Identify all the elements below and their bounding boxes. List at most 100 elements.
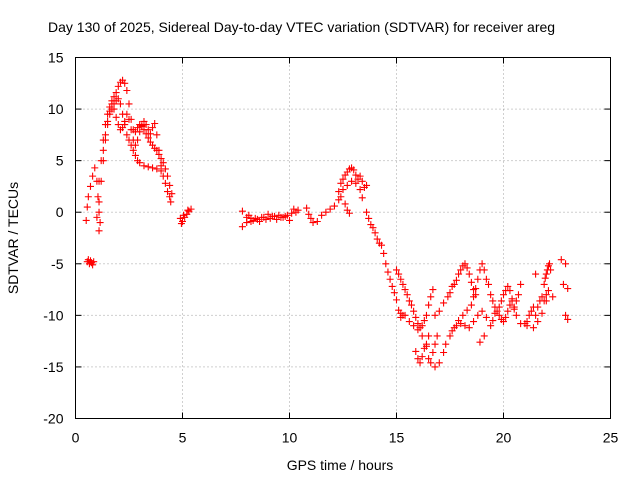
- data-point: [345, 209, 353, 217]
- data-point: [495, 311, 503, 319]
- data-point: [495, 303, 503, 311]
- data-point: [435, 359, 443, 367]
- data-point: [504, 307, 512, 315]
- data-point: [399, 280, 407, 288]
- data-point: [89, 261, 97, 269]
- data-point: [542, 270, 550, 278]
- data-point: [151, 120, 159, 128]
- data-point: [238, 223, 246, 231]
- data-point: [412, 347, 420, 355]
- data-point: [93, 213, 101, 221]
- data-point: [326, 205, 334, 213]
- data-point: [489, 297, 497, 305]
- data-point: [153, 131, 161, 139]
- data-point: [155, 146, 163, 154]
- data-point: [335, 188, 343, 196]
- data-point: [121, 117, 129, 125]
- data-point: [95, 227, 103, 235]
- data-point: [260, 213, 268, 221]
- data-point: [352, 171, 360, 179]
- data-point: [104, 117, 112, 125]
- data-point: [395, 270, 403, 278]
- data-point: [380, 249, 388, 257]
- data-point: [489, 317, 497, 325]
- data-point: [114, 95, 122, 103]
- data-point: [268, 212, 276, 220]
- data-point: [542, 297, 550, 305]
- data-point: [412, 313, 420, 321]
- data-point: [414, 326, 422, 334]
- data-point: [557, 256, 565, 264]
- x-axis-label: GPS time / hours: [287, 457, 394, 473]
- data-point: [433, 332, 441, 340]
- data-point: [106, 107, 114, 115]
- data-point: [153, 165, 161, 173]
- data-point: [497, 297, 505, 305]
- y-tick-label: 5: [56, 153, 64, 169]
- data-point: [425, 332, 433, 340]
- data-point: [273, 215, 281, 223]
- data-point: [164, 172, 172, 180]
- data-point: [112, 113, 120, 121]
- series-arc-early-1: [83, 256, 98, 269]
- data-point: [517, 280, 525, 288]
- data-point: [101, 131, 109, 139]
- data-point: [446, 332, 454, 340]
- data-point: [546, 260, 554, 268]
- x-tick-label: 10: [282, 430, 298, 446]
- x-tick-label: 0: [72, 430, 80, 446]
- data-point: [309, 219, 317, 227]
- data-point: [114, 121, 122, 129]
- grid: [75, 57, 611, 419]
- data-point: [83, 203, 91, 211]
- data-point: [559, 280, 567, 288]
- data-point: [95, 198, 103, 206]
- data-point: [442, 340, 450, 348]
- data-point: [422, 340, 430, 348]
- data-point: [116, 100, 124, 108]
- data-point: [125, 100, 133, 108]
- data-point: [427, 359, 435, 367]
- data-points: [82, 76, 572, 371]
- data-point: [470, 318, 478, 326]
- data-point: [500, 291, 507, 299]
- y-axis-label: SDTVAR / TECUs: [5, 182, 21, 294]
- series-arc-early-2: [82, 164, 104, 235]
- data-point: [358, 177, 366, 185]
- data-point: [425, 301, 433, 309]
- axis-ticks: [75, 57, 611, 419]
- data-point: [144, 163, 152, 171]
- data-point: [410, 307, 418, 315]
- x-tick-label: 15: [389, 430, 405, 446]
- data-point: [390, 289, 398, 297]
- series-arc-afternoon-drop: [363, 208, 407, 321]
- data-point: [549, 293, 557, 301]
- data-point: [114, 82, 122, 90]
- data-point: [91, 164, 99, 172]
- data-point: [146, 130, 154, 138]
- data-point: [542, 291, 550, 299]
- data-point: [281, 212, 289, 220]
- data-point: [397, 275, 405, 283]
- data-point: [161, 165, 169, 173]
- data-point: [482, 313, 490, 321]
- data-point: [514, 291, 522, 299]
- data-point: [429, 286, 437, 294]
- series-arc-late-3: [517, 293, 557, 332]
- data-point: [393, 266, 400, 274]
- data-point: [457, 266, 465, 274]
- data-point: [140, 162, 148, 170]
- series-arc-rise-3: [99, 100, 165, 170]
- data-point: [243, 219, 251, 227]
- data-point: [110, 93, 118, 101]
- data-point: [506, 287, 514, 295]
- data-point: [472, 285, 480, 293]
- data-point: [534, 318, 542, 326]
- data-point: [238, 207, 246, 215]
- data-point: [89, 172, 97, 180]
- data-point: [337, 179, 345, 187]
- data-point: [303, 204, 311, 212]
- data-point: [177, 220, 185, 228]
- data-point: [164, 188, 172, 196]
